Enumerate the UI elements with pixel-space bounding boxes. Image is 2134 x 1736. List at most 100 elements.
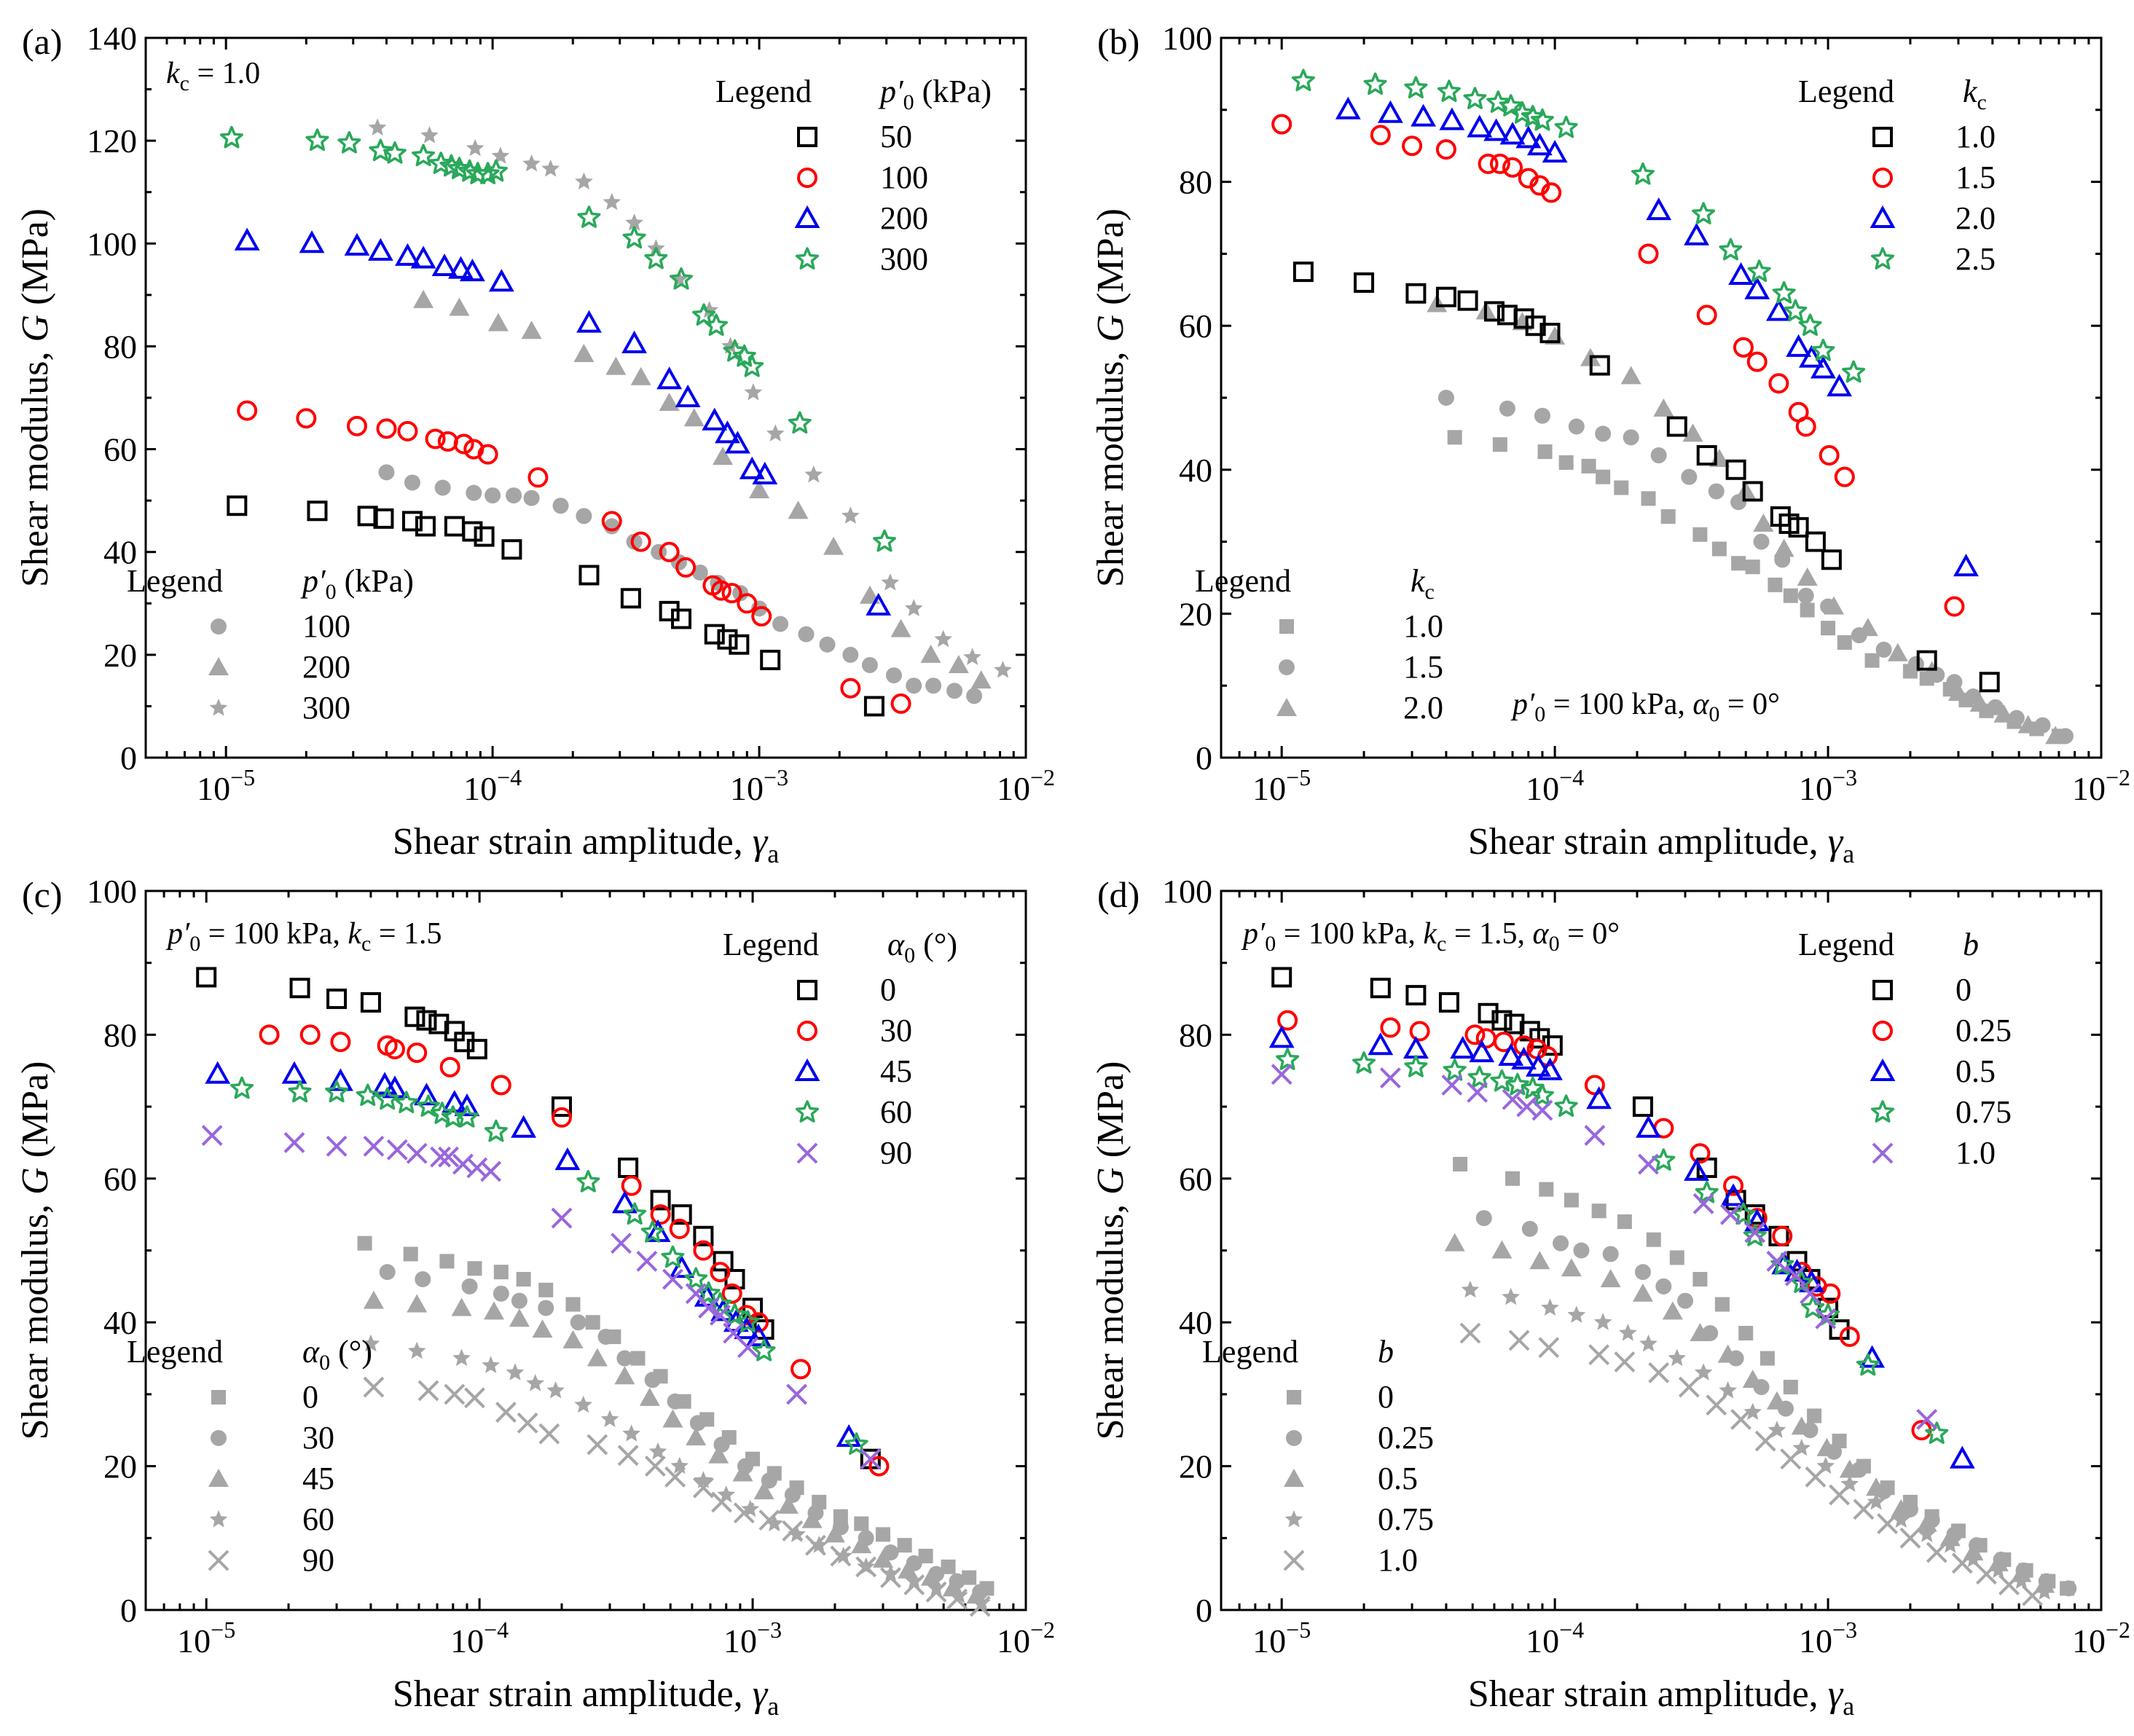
data-point (574, 1395, 592, 1413)
data-point (1731, 556, 1746, 571)
data-point (1899, 1527, 1921, 1549)
data-point (1678, 1376, 1700, 1398)
data-point (948, 654, 969, 673)
data-point (1461, 1280, 1480, 1298)
data-point (675, 557, 697, 578)
legend-entry-label: 0.25 (1378, 1420, 1434, 1456)
data-point (1568, 418, 1585, 435)
x-tick-label: 10−2 (2072, 764, 2130, 807)
data-point (407, 1341, 426, 1359)
panel-d: 0 20 40 60 80 100 10−5 10−4 10−3 10−2 Shear strain… (1090, 873, 2130, 1721)
condition-annotation: p′0 = 100 kPa, kc = 1.5 (165, 917, 442, 956)
data-point (669, 1218, 690, 1239)
data-point (1508, 1330, 1530, 1351)
data-point (713, 1251, 734, 1272)
data-point (1505, 1171, 1521, 1186)
data-point (1784, 299, 1808, 322)
y-tick-label: 120 (87, 122, 137, 160)
x-axis-title: Shear strain amplitude, γa (1468, 1673, 1854, 1721)
legend-marker (1870, 1100, 1895, 1123)
data-point (1453, 1157, 1468, 1172)
data-point (477, 444, 498, 465)
data-point (368, 118, 387, 135)
data-point (1561, 1258, 1582, 1277)
data-point (1738, 1326, 1754, 1341)
data-point (1743, 1402, 1762, 1421)
data-point (1498, 1042, 1524, 1067)
data-point (383, 141, 407, 164)
data-point (482, 1356, 500, 1373)
data-point (1770, 1252, 1794, 1276)
data-point (863, 696, 884, 717)
data-point (1596, 469, 1611, 484)
data-point (691, 564, 708, 581)
y-tick-label: 0 (120, 1592, 137, 1629)
legend-top-right: Legend p′0 (kPa) 50 100 200 300 (715, 74, 992, 277)
data-point (461, 1278, 478, 1295)
data-point (1650, 447, 1667, 464)
data-point (1696, 445, 1717, 466)
data-point (397, 420, 418, 441)
data-point (1632, 1283, 1653, 1302)
data-point (702, 407, 728, 431)
data-point (656, 366, 683, 390)
data-point (675, 384, 701, 407)
data-point (751, 605, 772, 627)
data-point (412, 144, 436, 167)
data-point (1753, 513, 1774, 532)
data-point (577, 205, 601, 228)
data-point (890, 618, 911, 637)
data-point (1694, 1363, 1713, 1380)
legend-marker (795, 247, 820, 270)
data-point (601, 511, 622, 532)
data-point (970, 670, 992, 689)
data-point (973, 1593, 991, 1611)
data-point (1478, 1002, 1499, 1024)
data-point (431, 253, 458, 277)
data-point (962, 1570, 977, 1585)
data-point (1648, 1362, 1670, 1383)
data-point (684, 1267, 708, 1289)
series-30 (259, 1024, 890, 1477)
data-point (692, 1477, 714, 1499)
data-point (330, 1032, 351, 1053)
data-point (897, 1538, 912, 1553)
data-point (1773, 538, 1794, 557)
data-point (451, 1297, 472, 1316)
data-point (1541, 182, 1562, 203)
data-point (620, 588, 641, 609)
data-point (488, 269, 514, 292)
data-point (462, 521, 483, 542)
data-point (1541, 1298, 1559, 1316)
data-point (439, 154, 463, 177)
y-axis-title: Shear modulus, G (MPa) (15, 208, 56, 587)
data-point (1784, 1265, 1806, 1287)
data-point (1537, 1057, 1563, 1080)
data-point (1586, 1086, 1612, 1109)
data-point (452, 1348, 471, 1367)
data-point (2017, 715, 2039, 734)
data-point (925, 1581, 947, 1603)
data-point (506, 1363, 525, 1380)
data-point (575, 172, 593, 190)
data-point (715, 420, 740, 444)
data-point (1467, 1065, 1491, 1088)
data-point (480, 1160, 502, 1182)
data-point (1614, 1351, 1636, 1372)
data-point (1457, 290, 1478, 311)
data-point (1842, 360, 1866, 383)
data-point (1692, 527, 1708, 542)
data-point (1821, 549, 1842, 570)
data-point (693, 1240, 714, 1261)
y-tick-label: 100 (1162, 873, 1212, 910)
data-point (373, 508, 394, 529)
data-point (1620, 366, 1641, 385)
legend-marker (1287, 1390, 1301, 1405)
data-point (611, 1233, 632, 1254)
data-point (414, 1083, 439, 1106)
data-series-group (1268, 967, 2077, 1606)
legend-marker (1279, 619, 1294, 634)
data-point (1887, 643, 1908, 661)
data-point (1486, 90, 1510, 113)
data-point (925, 677, 942, 694)
